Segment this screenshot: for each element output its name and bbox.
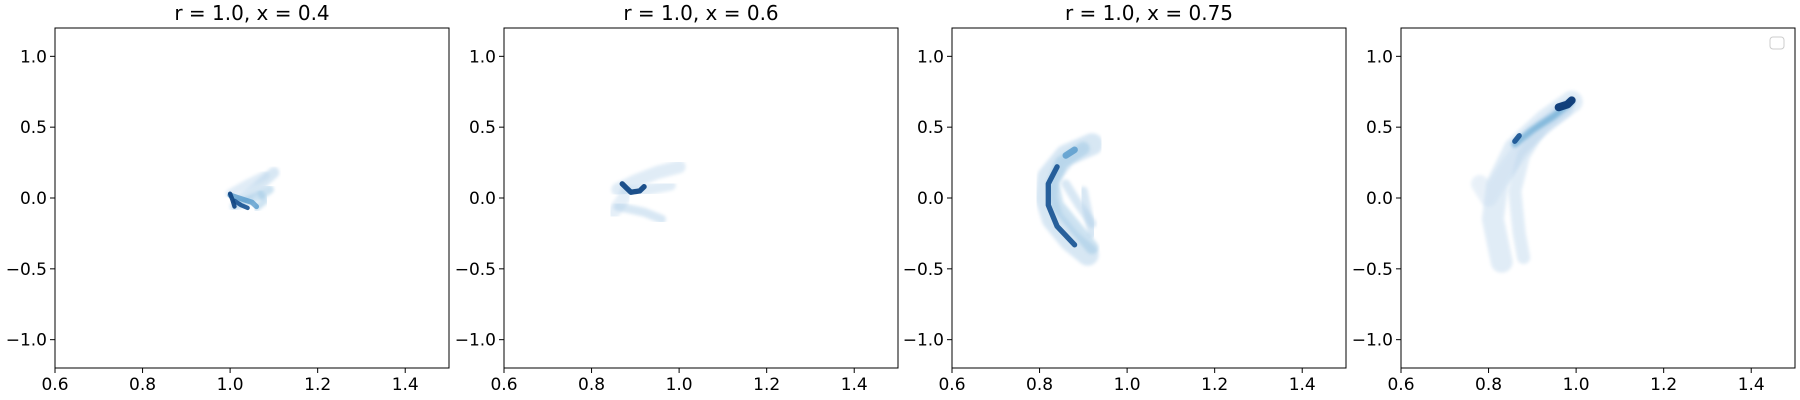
plot-area xyxy=(1401,28,1795,368)
x-tick-label: 0.6 xyxy=(490,375,517,395)
density-mark xyxy=(1512,133,1522,144)
x-tick-label: 1.4 xyxy=(1738,375,1765,395)
y-tick-label: 0.0 xyxy=(469,189,496,209)
plot-area xyxy=(952,28,1346,368)
x-tick-label: 1.4 xyxy=(1289,375,1316,395)
legend-box xyxy=(1769,36,1785,50)
y-tick-label: 0.0 xyxy=(20,189,47,209)
x-tick-label: 0.6 xyxy=(41,375,68,395)
y-tick-label: −0.5 xyxy=(903,260,944,280)
y-tick-label: −1.0 xyxy=(6,331,47,351)
density-mark xyxy=(1554,96,1576,112)
y-tick-label: −1.0 xyxy=(455,331,496,351)
density-mark xyxy=(225,170,270,199)
y-tick-label: 0.5 xyxy=(20,118,47,138)
panel-title: r = 1.0, x = 0.4 xyxy=(174,1,329,25)
y-tick-label: −1.0 xyxy=(903,331,944,351)
density-mark xyxy=(227,191,237,209)
y-tick-label: 0.0 xyxy=(1366,189,1393,209)
density-layer xyxy=(1035,133,1104,266)
x-tick-label: 0.8 xyxy=(129,375,156,395)
density-layer xyxy=(1471,90,1583,273)
x-tick-label: 1.2 xyxy=(1650,375,1677,395)
density-mark xyxy=(232,198,250,211)
plot-area xyxy=(504,28,898,368)
density-layer xyxy=(606,160,686,224)
panel-4: 0.6 0.8 1.0 1.2 1.4 −1.0 −0.5 0.0 0.5 1.0 xyxy=(1352,27,1796,395)
x-tick-label: 0.8 xyxy=(1026,375,1053,395)
panel-title: r = 1.0, x = 0.6 xyxy=(623,1,778,25)
x-tick-label: 0.6 xyxy=(1387,375,1414,395)
density-mark xyxy=(1061,179,1097,228)
y-tick-label: −0.5 xyxy=(455,260,496,280)
y-tick-label: 1.0 xyxy=(20,47,47,67)
x-tick-label: 1.0 xyxy=(666,375,693,395)
density-mark xyxy=(613,202,666,224)
y-tick-label: 0.5 xyxy=(469,118,496,138)
y-tick-label: 1.0 xyxy=(469,47,496,67)
x-tick-label: 0.6 xyxy=(938,375,965,395)
x-tick-label: 1.2 xyxy=(1201,375,1228,395)
panel-2: 0.6 0.8 1.0 1.2 1.4 −1.0 −0.5 0.0 0.5 1.0 r = 1.0,… xyxy=(455,1,899,395)
y-tick-label: −0.5 xyxy=(1352,260,1393,280)
x-tick-label: 1.0 xyxy=(217,375,244,395)
density-mark xyxy=(1062,146,1078,159)
panels: 0.6 0.8 1.0 1.2 1.4 −1.0 −0.5 0.0 0.5 1.0 r = 1.0,… xyxy=(6,1,1796,395)
density-layer xyxy=(225,167,280,212)
x-tick-label: 1.4 xyxy=(392,375,419,395)
density-mark xyxy=(1045,164,1078,248)
y-tick-label: 1.0 xyxy=(1366,47,1393,67)
y-tick-label: −0.5 xyxy=(6,260,47,280)
x-tick-label: 1.0 xyxy=(1114,375,1141,395)
y-tick-label: 0.5 xyxy=(1366,118,1393,138)
density-mark xyxy=(619,181,647,195)
y-tick-label: 0.0 xyxy=(917,189,944,209)
x-tick-label: 1.2 xyxy=(304,375,331,395)
y-tick-label: −1.0 xyxy=(1352,331,1393,351)
x-tick-label: 1.2 xyxy=(753,375,780,395)
x-tick-label: 1.4 xyxy=(841,375,868,395)
panel-1: 0.6 0.8 1.0 1.2 1.4 −1.0 −0.5 0.0 0.5 1.0 r = 1.0,… xyxy=(6,1,450,395)
x-tick-label: 0.8 xyxy=(1475,375,1502,395)
panel-3: 0.6 0.8 1.0 1.2 1.4 −1.0 −0.5 0.0 0.5 1.0 r = 1.0,… xyxy=(903,1,1347,395)
density-mark xyxy=(227,192,260,210)
y-tick-label: 1.0 xyxy=(917,47,944,67)
x-tick-label: 1.0 xyxy=(1563,375,1590,395)
panel-title: r = 1.0, x = 0.75 xyxy=(1065,1,1233,25)
x-tick-label: 0.8 xyxy=(578,375,605,395)
density-mark xyxy=(1046,141,1099,255)
y-tick-label: 0.5 xyxy=(917,118,944,138)
density-mark xyxy=(253,190,269,212)
